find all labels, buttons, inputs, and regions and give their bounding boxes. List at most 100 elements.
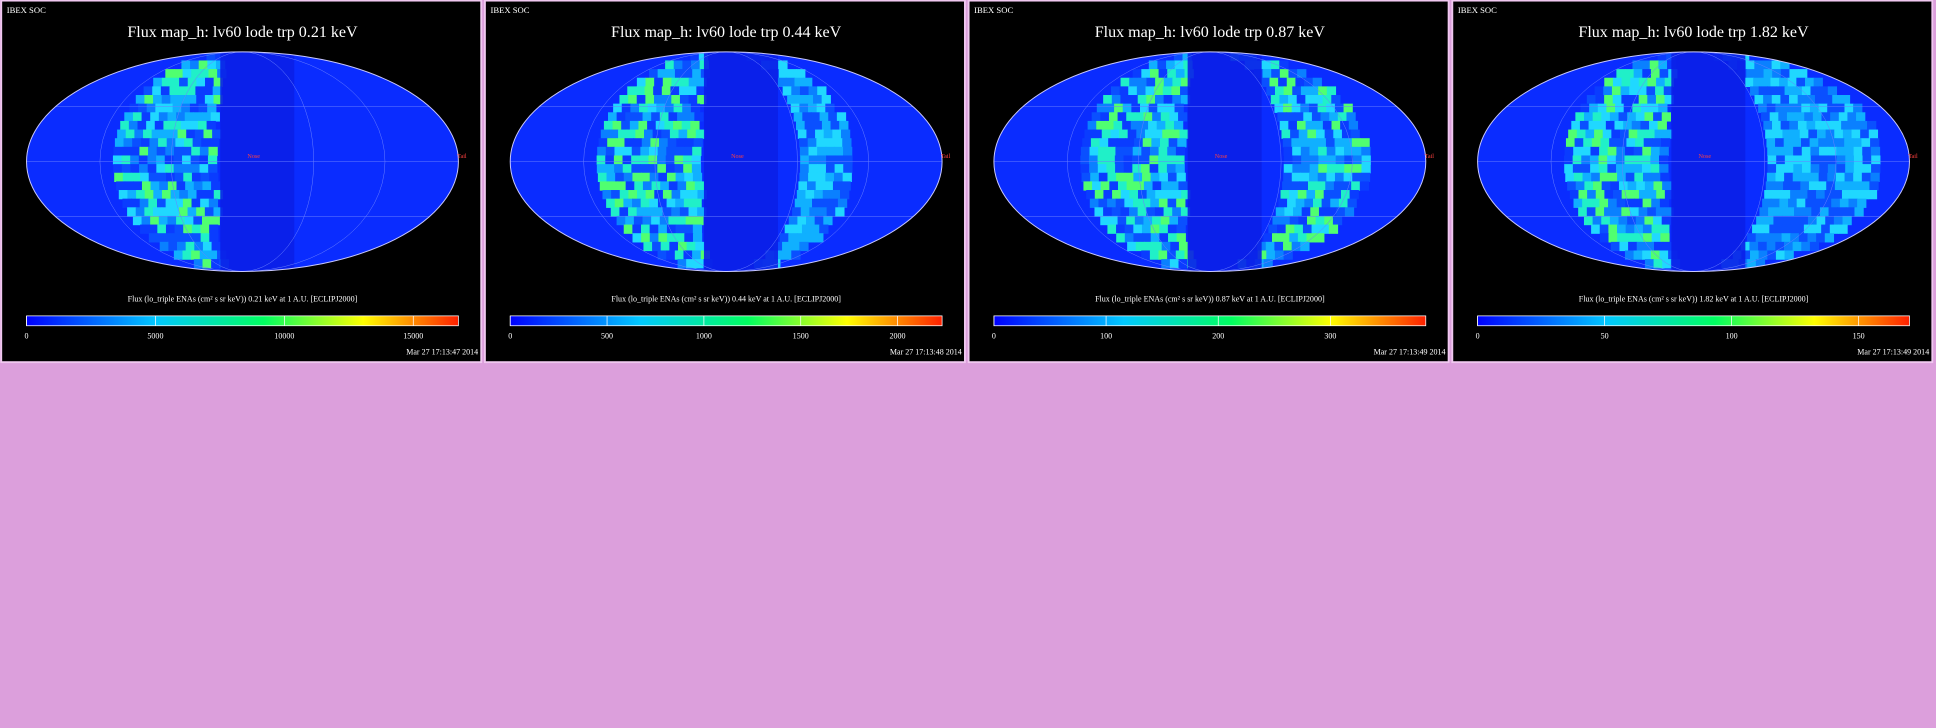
map-cell <box>1806 120 1816 131</box>
map-cell <box>1608 198 1618 208</box>
map-cell <box>158 112 169 122</box>
map-cell <box>773 241 783 252</box>
map-cell <box>1659 198 1670 208</box>
map-cell <box>1176 224 1186 234</box>
map-cell <box>668 181 679 191</box>
map-cell <box>1148 60 1159 70</box>
map-cell <box>210 112 220 122</box>
map-cell <box>817 207 828 217</box>
map-cell <box>1853 146 1863 157</box>
map-cell <box>124 112 134 122</box>
map-cell <box>1272 215 1282 226</box>
map-cell <box>666 172 677 182</box>
map-cell <box>829 198 839 208</box>
map-cell <box>170 207 180 217</box>
map-cell <box>1766 103 1777 113</box>
map-cell <box>1119 86 1129 96</box>
map-cell <box>1313 95 1324 105</box>
map-cell <box>1166 155 1176 165</box>
map-cell <box>623 224 633 234</box>
map-cell <box>1839 198 1850 208</box>
map-cell <box>1315 190 1325 200</box>
map-cell <box>683 198 694 208</box>
map-cell <box>614 198 625 208</box>
map-cell <box>1334 103 1345 113</box>
map-cell <box>1128 86 1138 96</box>
map-cell <box>1833 215 1844 226</box>
map-cell <box>1300 103 1310 113</box>
map-cell <box>613 155 624 165</box>
colorbar-tick-label: 100 <box>1100 332 1112 341</box>
map-cell <box>687 86 697 96</box>
map-cell <box>809 207 819 217</box>
map-cell <box>170 190 180 200</box>
map-cell <box>1139 120 1149 131</box>
map-cell <box>790 103 800 113</box>
map-cell <box>1740 241 1751 252</box>
map-cell <box>1124 146 1134 157</box>
map-cell <box>1141 224 1152 234</box>
map-cell <box>155 103 165 113</box>
map-cell <box>1601 181 1611 191</box>
map-cell <box>1283 155 1294 165</box>
map-cell <box>1098 146 1108 157</box>
colorbar-tick-label: 50 <box>1601 332 1609 341</box>
map-cell <box>1359 181 1370 191</box>
map-cell <box>1841 120 1851 131</box>
map-cell <box>1807 190 1817 200</box>
map-cell <box>1609 138 1619 148</box>
map-cell <box>131 172 141 182</box>
map-cell <box>167 112 177 122</box>
map-cell <box>195 86 205 96</box>
map-cell <box>1163 95 1173 105</box>
map-cell <box>1104 120 1115 131</box>
map-cell <box>1174 103 1184 113</box>
map-cell <box>1320 224 1330 234</box>
map-cell <box>1137 190 1148 200</box>
map-cell <box>183 224 193 234</box>
map-cell <box>203 129 213 139</box>
map-cell <box>1150 172 1160 182</box>
map-cell <box>1810 86 1820 96</box>
map-cell <box>808 103 818 113</box>
map-cell <box>1100 112 1110 122</box>
map-cell <box>1149 146 1160 157</box>
map-cell <box>1770 198 1781 208</box>
map-cell <box>1602 129 1612 139</box>
map-cell <box>143 86 153 96</box>
map-cell <box>1621 77 1631 87</box>
map-cell <box>1837 207 1847 217</box>
map-cell <box>213 77 223 87</box>
map-cell <box>1802 155 1812 165</box>
colorbar-tick-label: 0 <box>992 332 996 341</box>
map-cell <box>185 181 195 191</box>
map-cell <box>1262 69 1272 79</box>
map-cell <box>1781 233 1791 243</box>
map-cell <box>1756 215 1766 226</box>
map-cell <box>792 207 802 217</box>
map-cell <box>148 172 158 182</box>
map-cell <box>1798 233 1809 243</box>
map-cell <box>782 86 792 96</box>
map-cell <box>121 164 132 174</box>
map-cell <box>628 95 638 105</box>
title: Flux map_h: lv60 lode trp 0.21 keV <box>127 24 358 41</box>
map-cell <box>695 129 706 139</box>
map-cell <box>1779 77 1789 87</box>
map-cell <box>1080 146 1091 157</box>
map-cell <box>610 207 621 217</box>
map-cell <box>1306 190 1316 200</box>
header: IBEX SOC <box>974 5 1013 15</box>
map-cell <box>1745 60 1755 70</box>
map-cell <box>683 250 693 260</box>
map-cell <box>1157 60 1167 70</box>
map-cell <box>1835 172 1846 182</box>
map-cell <box>130 164 140 174</box>
map-cell <box>1132 146 1142 157</box>
map-cell <box>1621 207 1631 217</box>
map-cell <box>1137 77 1148 87</box>
nose-label: Nose <box>1698 154 1711 160</box>
map-cell <box>782 250 792 260</box>
map-cell <box>166 233 176 243</box>
map-cell <box>1084 129 1094 139</box>
